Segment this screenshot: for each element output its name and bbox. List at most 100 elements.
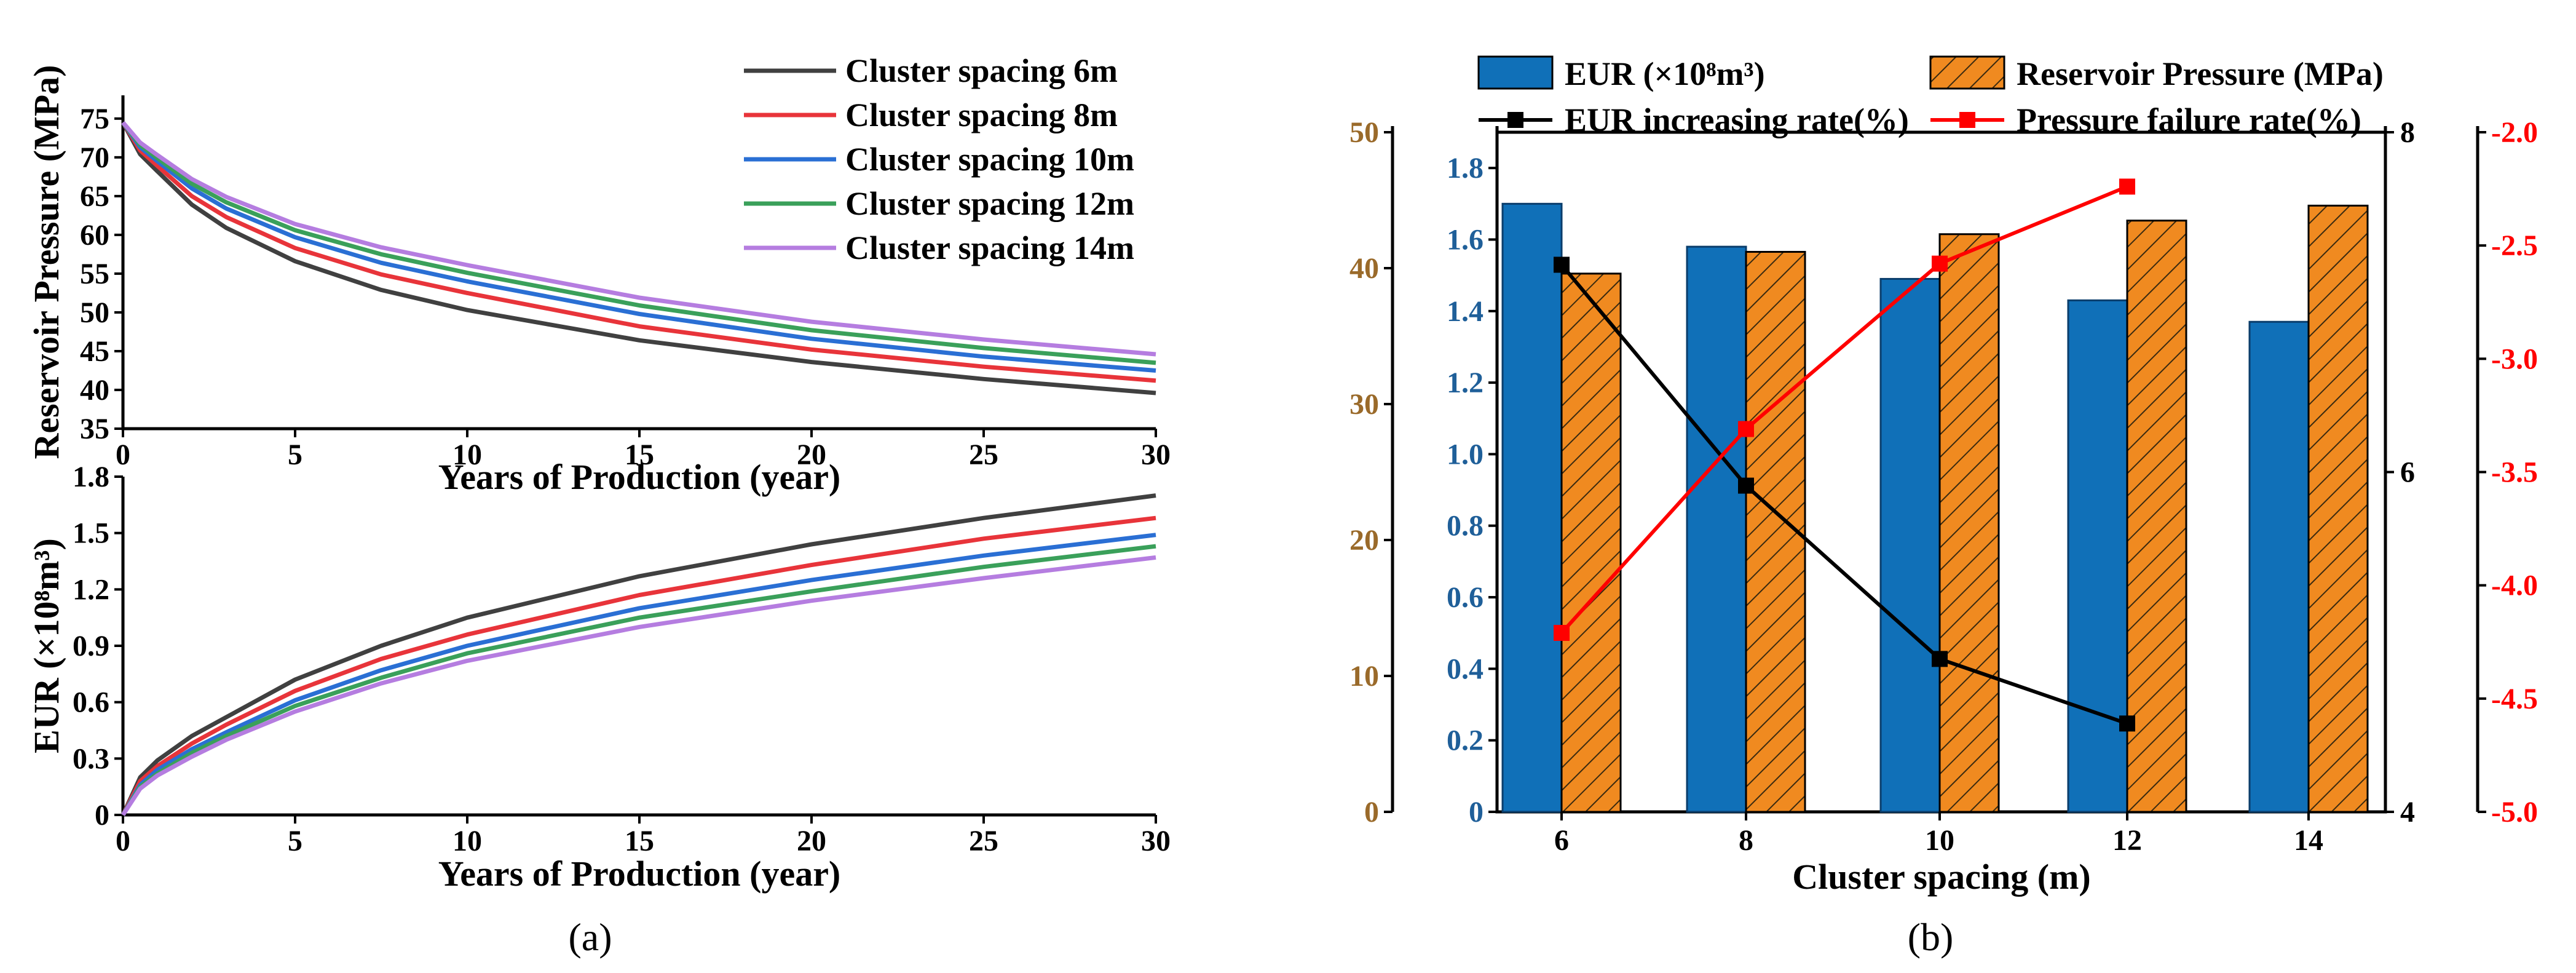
a-bottom-y-ticks: 0 0.3 0.6 0.9 1.2 1.5 1.8 [73, 461, 123, 832]
series-line-4 [121, 544, 1156, 816]
b-x-ticks: 6 8 10 12 14 [1554, 812, 2323, 857]
y-tick-label: 40 [80, 374, 109, 407]
b-x-tick-label: 14 [2294, 824, 2323, 857]
x-tick-label: 25 [969, 825, 998, 857]
bar-pressure-10 [1938, 233, 2000, 813]
a-bottom-axes-frame [121, 477, 1156, 817]
legend-swatch-eur [1477, 55, 1554, 90]
x-tick-label: 10 [452, 439, 482, 471]
bar-eur-14 [2248, 320, 2310, 813]
legend-label-pressure: Reservoir Pressure (MPa) [2017, 55, 2384, 92]
tick-label: 1.0 [1447, 438, 1484, 471]
y-tick-label: 35 [80, 413, 109, 445]
x-tick-label: 10 [452, 825, 482, 857]
y-tick-label: 1.8 [73, 461, 109, 493]
pressure-rate-marker-10 [1932, 255, 1948, 272]
x-tick-label: 5 [288, 825, 302, 857]
chart-a-bottom: 0 5 10 15 20 25 30 0 0.3 0.6 0.9 1.2 1.5 1.8 Years o… [26, 461, 1171, 894]
bar-pressure-14 [2307, 204, 2369, 813]
tick-label: 50 [1349, 116, 1379, 149]
tick-label: -3.0 [2491, 343, 2538, 375]
series-line-2 [121, 515, 1156, 816]
bar-eur-6 [1501, 202, 1563, 813]
b-x-tick-label: 12 [2112, 824, 2142, 857]
b-bars [1501, 202, 2369, 813]
series-line-2 [121, 121, 1156, 383]
a-bottom-y-axis-label: EUR (×10⁸m³) [26, 538, 66, 753]
x-tick-label: 30 [1141, 439, 1171, 471]
series-line-3 [121, 121, 1156, 373]
y-tick-label: 0.3 [73, 742, 109, 775]
tick-label: -4.5 [2491, 683, 2538, 715]
legend-swatch-pressure [1929, 55, 2005, 90]
bar-pressure-6 [1560, 272, 1622, 813]
pressure-rate-marker-6 [1554, 625, 1570, 641]
b-x-tick-label: 6 [1554, 824, 1569, 857]
y-tick-label: 0.9 [73, 630, 109, 662]
series-line-3 [121, 533, 1156, 816]
bar-eur-8 [1686, 245, 1747, 813]
x-tick-label: 0 [116, 439, 130, 471]
a-bottom-x-axis-label: Years of Production (year) [438, 854, 841, 894]
chart-b: 6 8 10 12 14 0 10 20 30 40 50 0 0.2 0.4 0.6 0.8 1.0 1.2… [1349, 55, 2538, 897]
eur-rate-marker-8 [1738, 477, 1754, 494]
a-top-legend: Cluster spacing 6m Cluster spacing 8m Clus… [744, 52, 1134, 266]
eur-rate-marker-6 [1554, 256, 1570, 273]
b-rate-lines [1554, 178, 2135, 732]
legend-label-2: Cluster spacing 8m [845, 97, 1118, 133]
x-tick-label: 5 [288, 439, 302, 471]
legend-marker-pressure-rate [1959, 112, 1975, 128]
series-line-5 [121, 555, 1156, 816]
x-tick-label: 15 [625, 439, 654, 471]
bar-eur-12 [2067, 299, 2128, 813]
b-legend: EUR (×10⁸m³) Reservoir Pressure (MPa) EU… [1477, 55, 2384, 138]
tick-label: 4 [2400, 796, 2415, 828]
y-tick-label: 1.5 [73, 517, 109, 550]
b-pressure-rate-axis: -5.0 -4.5 -4.0 -3.5 -3.0 -2.5 -2.0 [2476, 116, 2538, 828]
y-tick-label: 70 [80, 141, 109, 174]
tick-label: -2.0 [2491, 116, 2538, 149]
bar-eur-10 [1879, 277, 1941, 813]
a-bottom-x-ticks: 0 5 10 15 20 25 30 [116, 815, 1171, 857]
a-top-x-ticks: 0 5 10 15 20 25 30 [116, 429, 1171, 471]
legend-marker-eur-rate [1507, 112, 1523, 128]
pressure-rate-marker-8 [1738, 421, 1754, 437]
b-x-tick-label: 10 [1925, 824, 1954, 857]
legend-label-eur: EUR (×10⁸m³) [1565, 55, 1765, 92]
y-tick-label: 0.6 [73, 686, 109, 719]
b-x-axis-label: Cluster spacing (m) [1792, 857, 2090, 897]
a-top-x-axis-label: Years of Production (year) [438, 457, 841, 497]
y-tick-label: 65 [80, 180, 109, 213]
a-top-series-lines [121, 121, 1156, 395]
pressure-rate-line [1560, 185, 2128, 635]
tick-label: 6 [2400, 456, 2415, 489]
tick-label: 8 [2400, 116, 2415, 149]
legend-label-eur-rate: EUR increasing rate(%) [1565, 101, 1909, 138]
y-tick-label: 1.2 [73, 573, 109, 606]
series-line-1 [121, 493, 1156, 816]
legend-label-4: Cluster spacing 12m [845, 185, 1134, 222]
panel-label-a: (a) [568, 915, 612, 959]
y-tick-label: 75 [80, 103, 109, 135]
tick-label: -3.5 [2491, 456, 2538, 489]
b-eur-axis: 0 0.2 0.4 0.6 0.8 1.0 1.2 1.4 1.6 1.8 [1447, 126, 1499, 828]
y-tick-label: 50 [80, 296, 109, 329]
tick-label: 10 [1349, 660, 1379, 693]
a-top-y-ticks: 35 40 45 50 55 60 65 70 75 [80, 103, 123, 445]
y-tick-label: 0 [95, 799, 109, 832]
series-line-1 [121, 121, 1156, 395]
y-tick-label: 45 [80, 335, 109, 368]
tick-label: 0 [1469, 796, 1484, 828]
eur-rate-line [1560, 263, 2128, 726]
tick-label: 0.6 [1447, 581, 1484, 614]
chart-a-top: 0 5 10 15 20 25 30 35 40 45 50 55 60 65 70 75 Years of… [26, 52, 1171, 497]
x-tick-label: 20 [797, 825, 826, 857]
a-top-y-axis-label: Reservoir Pressure (MPa) [26, 65, 66, 459]
series-line-5 [121, 121, 1156, 357]
tick-label: 0 [1364, 796, 1379, 828]
series-line-4 [121, 121, 1156, 365]
tick-label: 1.2 [1447, 367, 1484, 399]
x-tick-label: 25 [969, 439, 998, 471]
x-tick-label: 0 [116, 825, 130, 857]
